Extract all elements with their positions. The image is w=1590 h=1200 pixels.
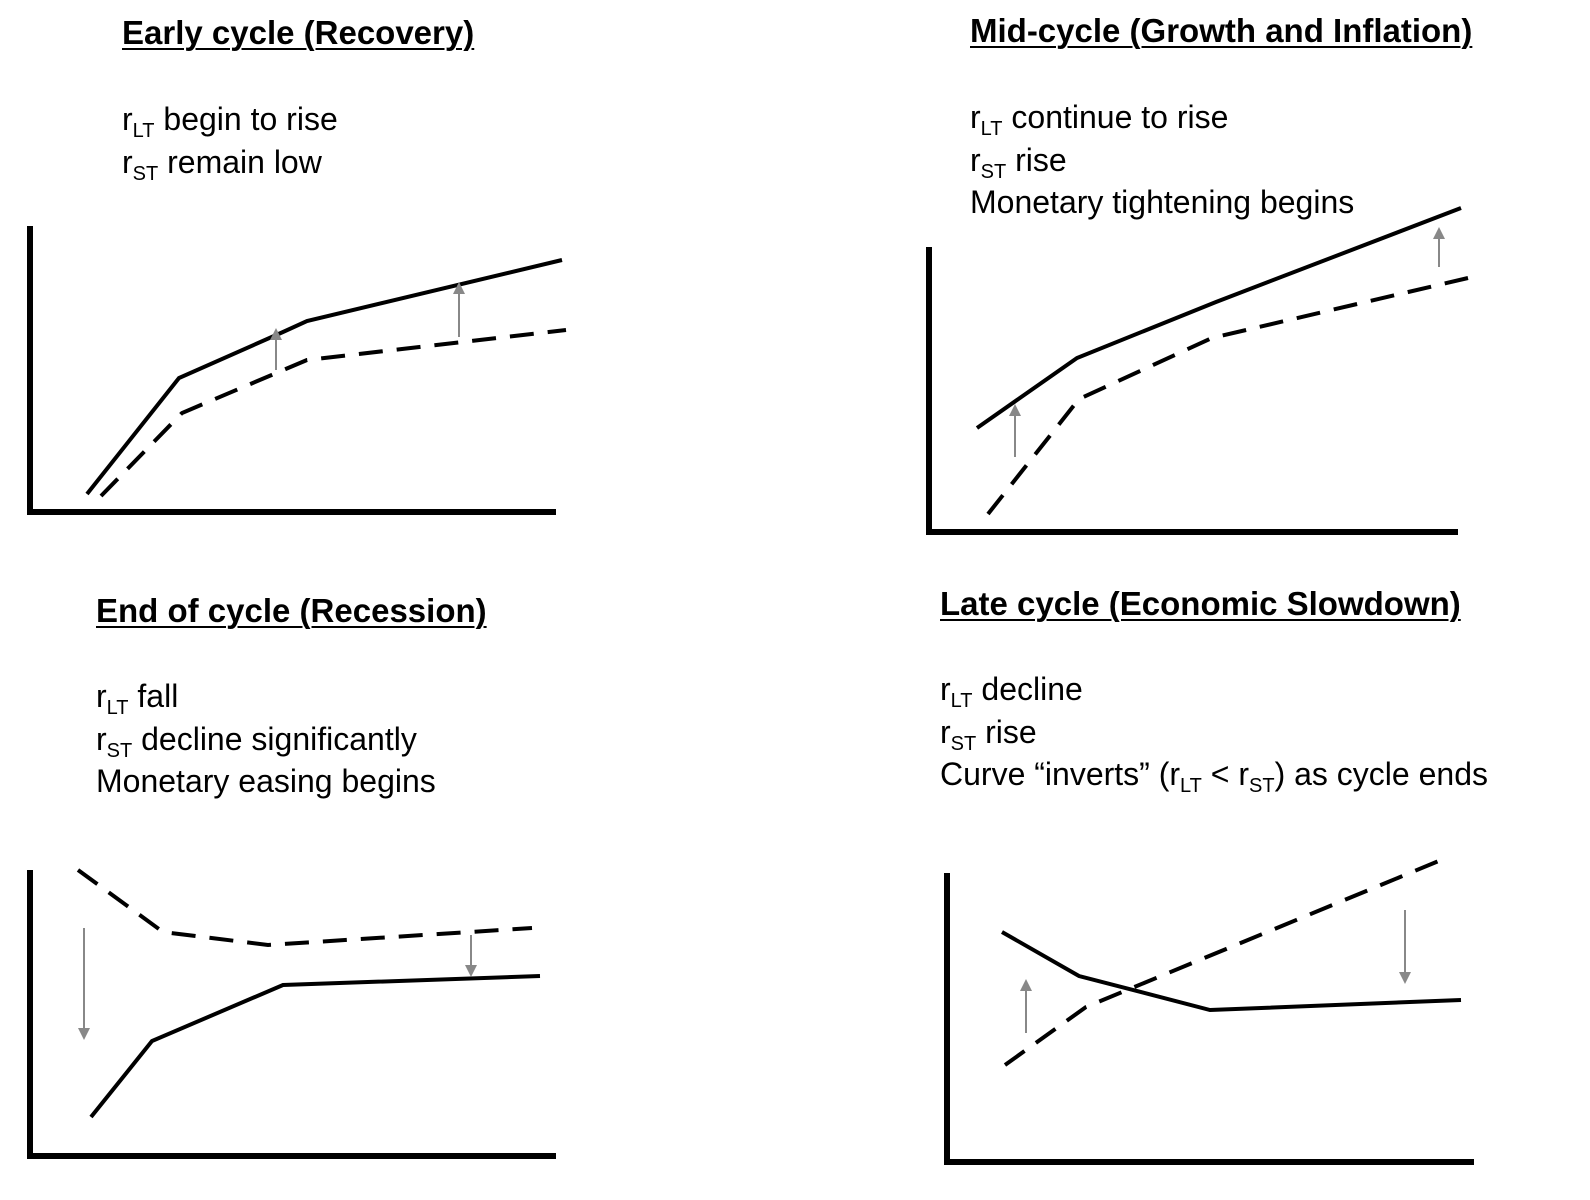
late-cycle-description: rLT decline rST rise Curve “inverts” (rL… (940, 668, 1488, 796)
end-cycle-description: rLT fall rST decline significantly Monet… (96, 675, 436, 803)
late-short-term-curve (1003, 856, 1447, 1067)
early-st-line: rST remain low (122, 143, 322, 185)
late-cycle-title: Late cycle (Economic Slowdown) (940, 585, 1461, 622)
mid-st-line: rST rise (970, 141, 1067, 183)
late-lt-line: rLT decline (940, 671, 1083, 712)
mid-cycle-chart (926, 206, 1469, 535)
end-short-term-curve (76, 868, 533, 948)
mid-long-term-curve (975, 206, 1462, 430)
late-inversion-line: Curve “inverts” (rLT < rST) as cycle end… (940, 756, 1488, 797)
early-long-term-curve (85, 258, 563, 496)
mid-short-term-curve (986, 276, 1469, 516)
end-cycle-chart (27, 868, 556, 1159)
end-cycle-title: End of cycle (Recession) (96, 592, 487, 629)
early-cycle-chart (27, 226, 567, 515)
mid-policy-line: Monetary tightening begins (970, 184, 1355, 220)
end-long-term-curve (89, 974, 541, 1119)
late-st-line: rST rise (940, 713, 1037, 755)
end-st-line: rST decline significantly (96, 720, 417, 762)
end-policy-line: Monetary easing begins (96, 763, 436, 799)
late-cycle-chart (944, 856, 1474, 1165)
early-cycle-description: rLT begin to rise rST remain low (122, 98, 338, 185)
mid-cycle-description: rLT continue to rise rST rise Monetary t… (970, 96, 1354, 224)
mid-cycle-title: Mid-cycle (Growth and Inflation) (970, 12, 1473, 49)
early-lt-line: rLT begin to rise (122, 101, 338, 142)
late-long-term-curve (1001, 930, 1462, 1013)
mid-lt-line: rLT continue to rise (970, 99, 1229, 140)
early-short-term-curve (99, 328, 567, 498)
end-lt-line: rLT fall (96, 678, 179, 719)
early-cycle-title: Early cycle (Recovery) (122, 14, 475, 51)
